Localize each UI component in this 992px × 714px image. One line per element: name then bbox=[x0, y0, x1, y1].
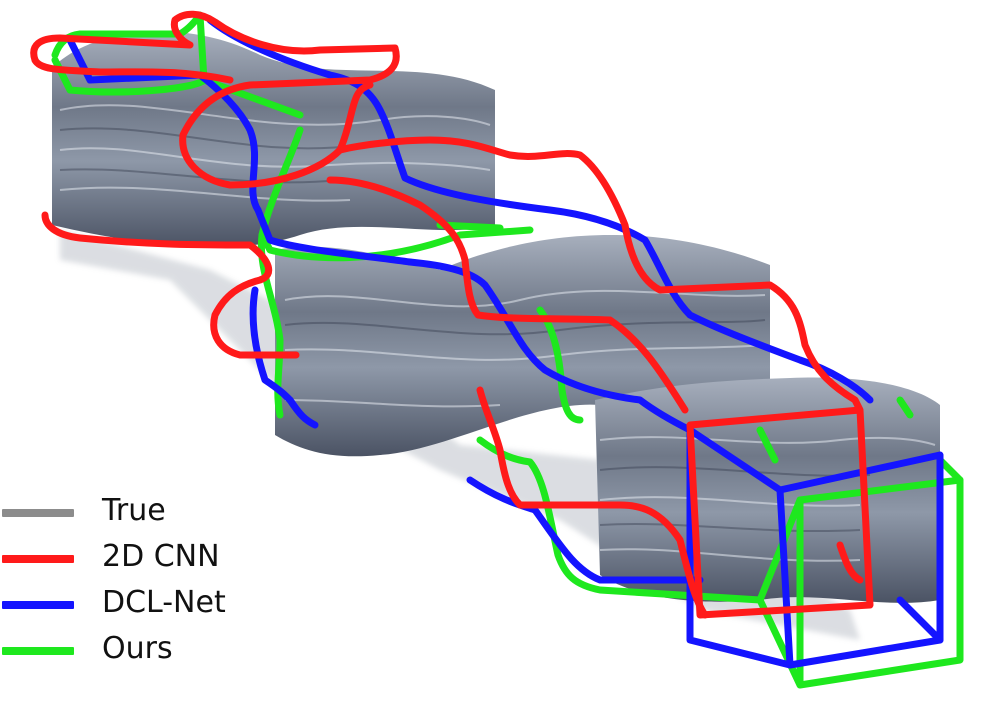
legend-label-2d-cnn: 2D CNN bbox=[102, 539, 220, 574]
legend-swatch-dcl-net bbox=[2, 601, 74, 609]
legend-item-ours: Ours bbox=[0, 628, 260, 674]
legend-label-ours: Ours bbox=[102, 631, 173, 666]
legend-item-2d-cnn: 2D CNN bbox=[0, 536, 260, 582]
legend-swatch-true bbox=[2, 509, 74, 517]
legend: True 2D CNN DCL-Net Ours bbox=[0, 490, 260, 674]
legend-swatch-ours bbox=[2, 647, 74, 655]
legend-label-true: True bbox=[102, 493, 166, 528]
2d-cnn-trajectory bbox=[30, 10, 874, 619]
legend-item-true: True bbox=[0, 490, 260, 536]
legend-label-dcl-net: DCL-Net bbox=[102, 585, 226, 620]
legend-item-dcl-net: DCL-Net bbox=[0, 582, 260, 628]
legend-swatch-2d-cnn bbox=[2, 555, 74, 563]
